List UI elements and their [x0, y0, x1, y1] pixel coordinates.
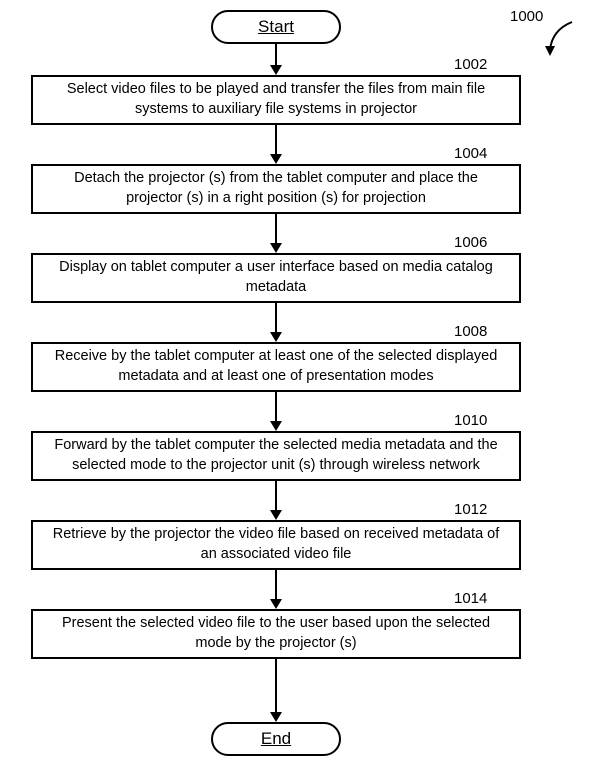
step-ref-1004: 1004	[454, 145, 487, 162]
figure-ref-arrow	[540, 18, 580, 58]
arrow-line-1	[275, 125, 277, 154]
process-step-1004: Detach the projector (s) from the tablet…	[31, 164, 521, 214]
process-step-1010: Forward by the tablet computer the selec…	[31, 431, 521, 481]
arrow-head-1	[270, 154, 282, 164]
arrow-line-3	[275, 303, 277, 332]
arrow-head-2	[270, 243, 282, 253]
arrow-line-2	[275, 214, 277, 243]
arrow-head-0	[270, 65, 282, 75]
arrow-line-5	[275, 481, 277, 510]
arrow-line-4	[275, 392, 277, 421]
step-ref-1006: 1006	[454, 234, 487, 251]
process-step-1002: Select video files to be played and tran…	[31, 75, 521, 125]
process-step-1008: Receive by the tablet computer at least …	[31, 342, 521, 392]
end-terminator: End	[211, 722, 341, 756]
arrow-head-3	[270, 332, 282, 342]
arrow-head-7	[270, 712, 282, 722]
arrow-head-4	[270, 421, 282, 431]
arrow-head-5	[270, 510, 282, 520]
step-ref-1002: 1002	[454, 56, 487, 73]
step-ref-1014: 1014	[454, 590, 487, 607]
process-step-1014: Present the selected video file to the u…	[31, 609, 521, 659]
step-ref-1012: 1012	[454, 501, 487, 518]
arrow-head-6	[270, 599, 282, 609]
step-ref-1008: 1008	[454, 323, 487, 340]
process-step-1006: Display on tablet computer a user interf…	[31, 253, 521, 303]
start-terminator: Start	[211, 10, 341, 44]
step-ref-1010: 1010	[454, 412, 487, 429]
process-step-1012: Retrieve by the projector the video file…	[31, 520, 521, 570]
figure-ref-number: 1000	[510, 8, 543, 25]
arrow-line-6	[275, 570, 277, 599]
arrow-line-0	[275, 44, 277, 65]
arrow-line-7	[275, 659, 277, 712]
